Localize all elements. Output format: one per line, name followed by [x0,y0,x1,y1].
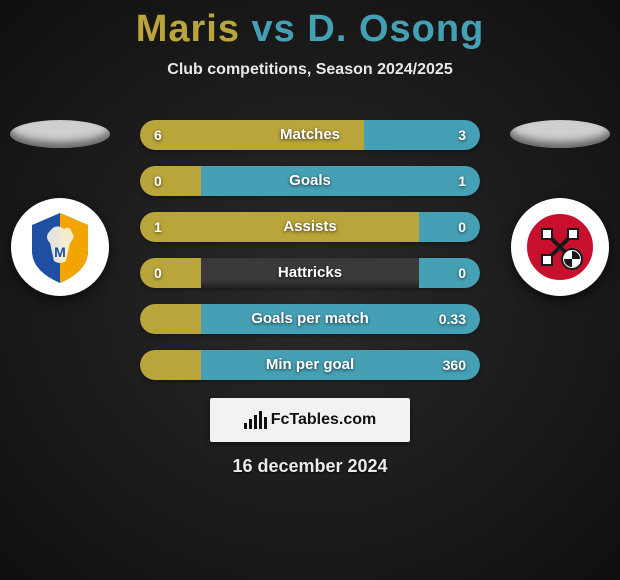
stat-value-right: 0 [458,212,466,242]
chart-icon-bar [254,415,257,429]
headline: Maris vs D. Osong [0,0,620,51]
player1-crest-column: M [0,120,120,296]
stat-row: Min per goal360 [140,350,480,380]
stat-value-right: 1 [458,166,466,196]
stat-row: 0Goals1 [140,166,480,196]
stat-label: Goals per match [140,304,480,334]
stat-bars: 6Matches30Goals11Assists00Hattricks0Goal… [140,120,480,396]
chart-icon-bar [249,419,252,429]
subtitle: Club competitions, Season 2024/2025 [0,61,620,79]
vs-separator: vs [252,8,296,50]
rotherham-crest-icon [520,207,600,287]
player2-name: D. Osong [307,8,484,50]
stat-row: 6Matches3 [140,120,480,150]
player1-club-crest: M [11,198,109,296]
player2-crest-column [500,120,620,296]
branding-badge: FcTables.com [210,398,410,442]
stat-label: Goals [140,166,480,196]
player1-name: Maris [136,8,240,50]
branding-text: FcTables.com [271,411,377,429]
stat-label: Min per goal [140,350,480,380]
player2-spotlight [510,120,610,148]
stat-value-right: 0.33 [439,304,466,334]
comparison-infographic: Maris vs D. Osong Club competitions, Sea… [0,0,620,580]
stat-label: Hattricks [140,258,480,288]
stat-value-right: 3 [458,120,466,150]
stat-value-right: 0 [458,258,466,288]
chart-icon [244,411,267,429]
player1-spotlight [10,120,110,148]
chart-icon-bar [244,423,247,429]
stat-label: Matches [140,120,480,150]
chart-icon-bar [259,411,262,429]
stat-row: 0Hattricks0 [140,258,480,288]
svg-text:M: M [54,244,66,260]
stat-row: 1Assists0 [140,212,480,242]
chart-icon-bar [264,417,267,429]
mansfield-crest-icon: M [20,207,100,287]
stat-row: Goals per match0.33 [140,304,480,334]
stat-label: Assists [140,212,480,242]
stat-value-right: 360 [443,350,466,380]
footer-date: 16 december 2024 [0,456,620,477]
player2-club-crest [511,198,609,296]
